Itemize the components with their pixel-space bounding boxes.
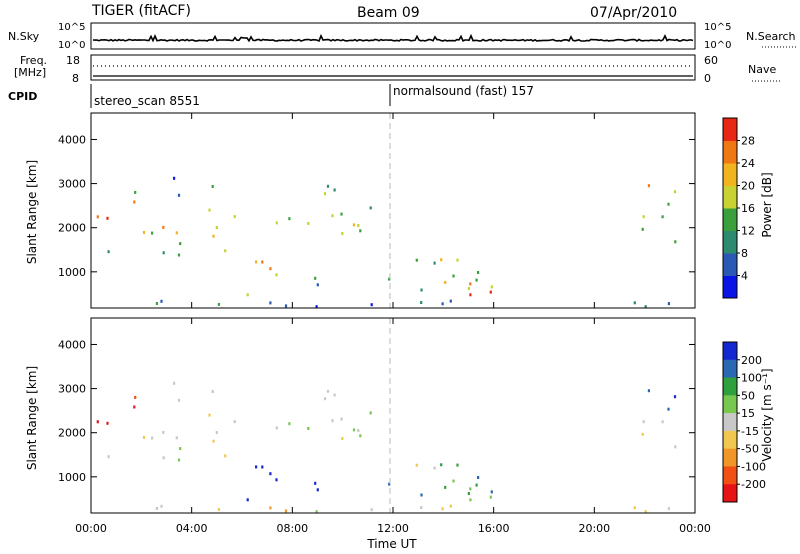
sky-noise-panel: N.Sky 10^5 10^0 10^5 10^0 N.Search	[8, 22, 796, 51]
power-colorbar-tick: 20	[741, 180, 755, 193]
velocity-colorbar: 200 100 50 15 -15 -50 -100 -200	[722, 341, 766, 503]
velocity-colorbar-tick: 15	[741, 407, 755, 420]
power-colorbar-tick: 4	[741, 270, 748, 283]
y-tick-label: 2000	[58, 427, 86, 440]
power-colorbar-segment	[723, 185, 737, 209]
cpid-mode-normalsound: normalsound (fast) 157	[393, 84, 534, 98]
date-label: 07/Apr/2010	[590, 5, 677, 21]
velocity-colorbar-tick: 50	[741, 389, 755, 402]
power-colorbar-segment	[723, 253, 737, 276]
x-axis-label: Time UT	[366, 537, 417, 551]
velocity-colorbar-segment	[723, 466, 737, 485]
frequency-panel: Freq. [MHz] 18 8 60 0 Nave	[14, 54, 780, 85]
velocity-data	[96, 381, 677, 514]
nave-tick-bottom: 0	[704, 72, 711, 85]
nave-label: Nave	[748, 63, 776, 76]
velocity-colorbar-segment	[723, 413, 737, 432]
power-colorbar: 4 8 12 16 20 24 28	[722, 117, 755, 299]
power-colorbar-segment	[723, 275, 737, 299]
nsearch-tick-top: 10^5	[704, 22, 731, 33]
velocity-panel: 1000 2000 3000 4000 00:00 04:00 08:00 12:00 16:…	[25, 113, 711, 551]
nave-tick-top: 60	[704, 54, 718, 67]
nsky-tick-bottom: 10^0	[58, 40, 85, 51]
velocity-colorbar-segment	[723, 359, 737, 379]
nsky-tick-top: 10^5	[58, 22, 85, 33]
x-tick-label: 16:00	[478, 522, 510, 535]
x-tick-label: 00:00	[679, 522, 711, 535]
velocity-colorbar-segment	[723, 448, 737, 467]
cpid-row: CPID stereo_scan 8551 normalsound (fast)…	[8, 84, 534, 108]
velocity-colorbar-tick: -200	[741, 478, 766, 491]
radar-title: TIGER (fitACF)	[91, 3, 191, 19]
cpid-mode-stereo: stereo_scan 8551	[94, 94, 200, 108]
velocity-colorbar-tick: -100	[741, 460, 766, 473]
power-colorbar-segment	[723, 208, 737, 231]
power-data	[96, 176, 677, 309]
x-tick-label: 04:00	[176, 522, 208, 535]
y-tick-label: 4000	[58, 133, 86, 146]
y-tick-label: 2000	[58, 222, 86, 235]
velocity-colorbar-label: Velocity [m s⁻¹]	[760, 368, 774, 461]
cpid-label: CPID	[8, 90, 37, 103]
power-colorbar-segment	[723, 230, 737, 254]
power-colorbar-tick: 28	[741, 135, 755, 148]
y-tick-label: 1000	[58, 471, 86, 484]
power-colorbar-tick: 12	[741, 225, 755, 238]
freq-unit-label: [MHz]	[14, 66, 46, 79]
velocity-colorbar-segment	[723, 342, 737, 361]
x-tick-label: 08:00	[276, 522, 308, 535]
nsky-label: N.Sky	[8, 30, 40, 43]
power-colorbar-segment	[723, 163, 737, 186]
beam-label: Beam 09	[357, 5, 420, 21]
velocity-colorbar-segment	[723, 484, 737, 503]
y-tick-label: 4000	[58, 338, 86, 351]
power-panel: 1000 2000 3000 4000 Slant Range [km]	[25, 112, 696, 309]
nsky-trace	[92, 33, 694, 43]
velocity-colorbar-tick: -15	[741, 425, 759, 438]
velocity-colorbar-tick: 200	[741, 354, 762, 367]
velocity-colorbar-segment	[723, 430, 737, 450]
freq-tick-top: 18	[66, 54, 80, 67]
y-tick-label: 1000	[58, 266, 86, 279]
velocity-colorbar-tick: 100	[741, 372, 762, 385]
x-tick-label: 00:00	[75, 522, 107, 535]
x-tick-label: 12:00	[377, 522, 409, 535]
power-y-axis-label: Slant Range [km]	[25, 160, 39, 264]
y-tick-label: 3000	[58, 383, 86, 396]
power-colorbar-tick: 24	[741, 157, 755, 170]
nsearch-label: N.Search	[746, 30, 796, 43]
velocity-y-axis-label: Slant Range [km]	[25, 366, 39, 470]
velocity-colorbar-tick: -50	[741, 443, 759, 456]
freq-tick-bottom: 8	[72, 72, 79, 85]
x-tick-label: 20:00	[578, 522, 610, 535]
y-tick-label: 3000	[58, 178, 86, 191]
power-colorbar-tick: 8	[741, 247, 748, 260]
power-colorbar-label: Power [dB]	[760, 172, 774, 237]
power-colorbar-segment	[723, 140, 737, 164]
velocity-colorbar-segment	[723, 377, 737, 396]
velocity-colorbar-segment	[723, 395, 737, 414]
power-colorbar-segment	[723, 118, 737, 141]
power-colorbar-tick: 16	[741, 202, 755, 215]
freq-label: Freq.	[20, 54, 47, 67]
nsearch-tick-bottom: 10^0	[704, 40, 731, 51]
